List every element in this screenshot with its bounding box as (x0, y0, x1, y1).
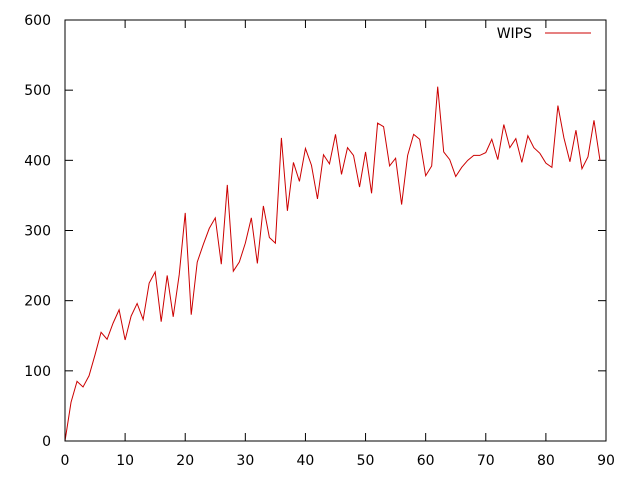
x-tick-label: 90 (597, 453, 615, 469)
plot-frame (64, 19, 607, 442)
y-tick-label: 500 (24, 83, 51, 99)
y-tick-label: 400 (24, 153, 51, 169)
legend-label-wips: WIPS (497, 26, 532, 42)
y-tick-label: 200 (24, 294, 51, 310)
x-tick-label: 40 (297, 453, 315, 469)
x-tick-label: 60 (417, 453, 435, 469)
x-tick-label: 50 (357, 453, 375, 469)
y-tick-label: 0 (42, 434, 51, 450)
x-tick-label: 30 (236, 453, 254, 469)
y-tick-label: 600 (24, 13, 51, 29)
axis-tick-labels: 0 10 20 30 40 50 60 70 80 90 0 100 200 300 400 500 600 (24, 13, 615, 469)
x-tick-label: 80 (537, 453, 555, 469)
y-tick-label: 300 (24, 224, 51, 240)
axis-ticks (64, 19, 607, 442)
series-layer (64, 86, 601, 442)
series-line-wips (64, 86, 601, 442)
x-tick-label: 0 (61, 453, 70, 469)
x-tick-label: 10 (116, 453, 134, 469)
y-tick-label: 100 (24, 364, 51, 380)
x-tick-label: 20 (176, 453, 194, 469)
x-tick-label: 70 (477, 453, 495, 469)
legend: WIPS (497, 26, 591, 42)
